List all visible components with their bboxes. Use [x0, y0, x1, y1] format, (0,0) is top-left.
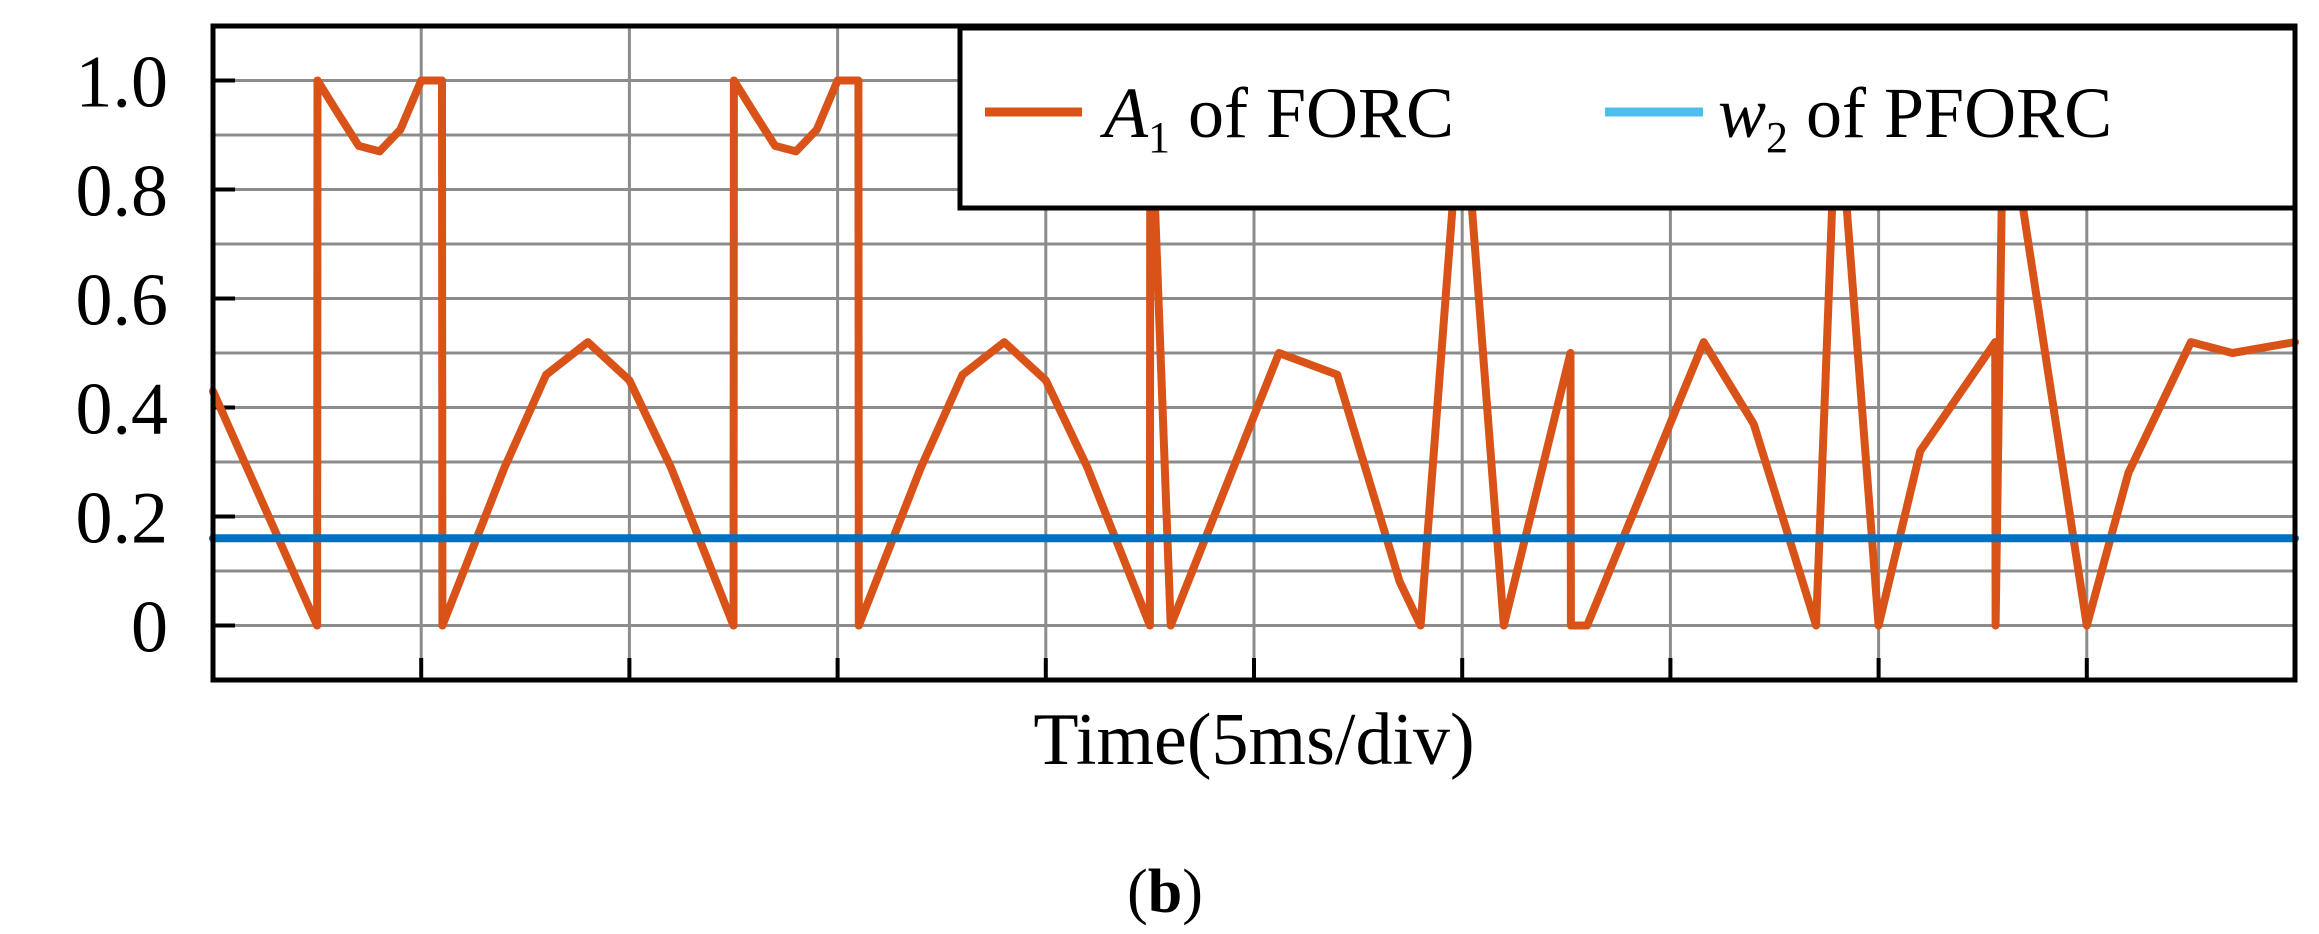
y-tick-label-2: 0.4 [76, 369, 169, 451]
series-line-a1-of-forc [209, 76, 2299, 630]
legend: A1 of FORC w2 of PFORC [957, 25, 2298, 211]
panel-label-letter: b [1148, 858, 1182, 926]
panel-label-open: ( [1127, 858, 1148, 926]
legend-w2-main: w [1718, 73, 1766, 153]
legend-w2-sub: 2 [1766, 113, 1788, 162]
legend-a1-sub: 1 [1148, 113, 1170, 162]
x-axis-title: Time(5ms/div) [1033, 699, 1474, 781]
legend-frame [957, 25, 2298, 211]
legend-a1-main: A [1100, 73, 1149, 153]
panel-label: (b) [1127, 858, 1203, 926]
series-layer [209, 76, 2299, 630]
legend-label-w2-of-pforc: w2 of PFORC [1718, 73, 2112, 162]
panel-label-close: ) [1182, 858, 1203, 926]
y-tick-label-1: 0.2 [76, 478, 169, 560]
legend-a1-rest: of FORC [1170, 73, 1454, 153]
y-tick-label-5: 1.0 [76, 42, 169, 124]
legend-w2-rest: of PFORC [1788, 73, 2112, 153]
y-tick-labels: 0 0.2 0.4 0.6 0.8 1.0 [76, 42, 169, 669]
y-tick-label-4: 0.8 [76, 151, 169, 233]
y-tick-label-3: 0.6 [76, 260, 169, 342]
legend-label-a1-of-forc: A1 of FORC [1100, 73, 1454, 162]
y-tick-label-0: 0 [131, 587, 168, 669]
